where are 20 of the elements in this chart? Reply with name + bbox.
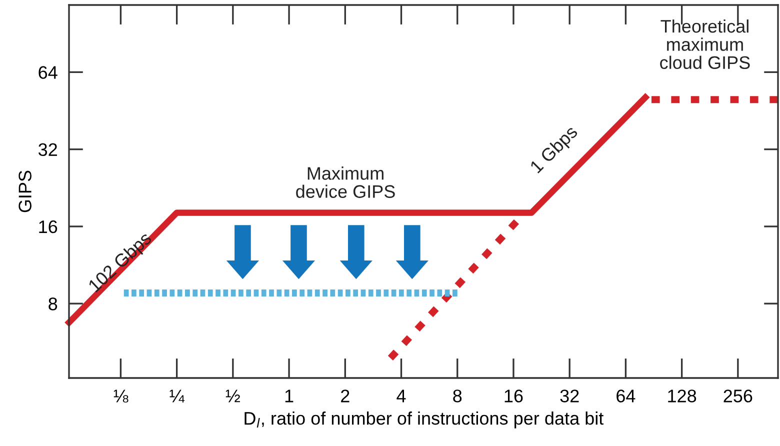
x-axis-title: D$_{l}$, ratio of number of instructions per data bit (244, 412, 604, 428)
y-tick-label: 64 (38, 66, 58, 79)
y-tick-label: 8 (48, 298, 58, 310)
x-tick-label: ⅛ (114, 390, 128, 403)
x-tick-label: 32 (560, 390, 579, 402)
annotation: Maximum device GIPS (296, 166, 395, 198)
x-tick-label: ¼ (170, 390, 185, 402)
x-tick-label: 128 (668, 390, 696, 402)
y-axis-title: GIPS (18, 170, 32, 212)
x-tick-label: 2 (341, 390, 350, 402)
x-tick-label: 16 (504, 390, 523, 402)
annotation: Theoretical maximum cloud GIPS (660, 19, 750, 70)
y-tick-label: 32 (38, 143, 57, 156)
x-tick-label: 4 (396, 390, 406, 402)
x-tick-label: 64 (616, 390, 636, 402)
x-tick-label: 256 (724, 390, 752, 402)
x-tick-label: ½ (226, 390, 240, 402)
y-tick-label: 16 (39, 220, 58, 234)
x-tick-label: 8 (453, 390, 462, 402)
x-tick-label: 1 (285, 390, 294, 402)
